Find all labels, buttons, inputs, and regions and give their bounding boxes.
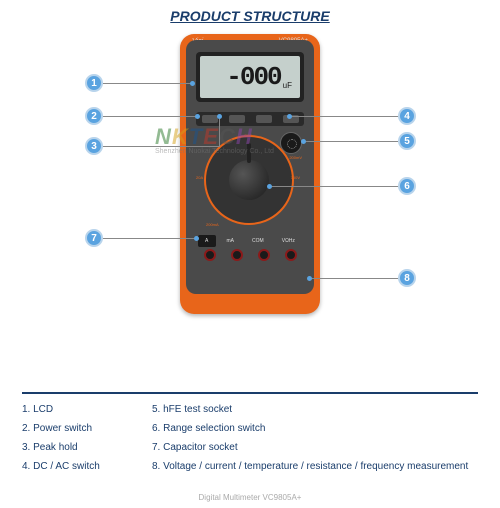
terminals [196,244,304,266]
dial-pointer [247,143,251,163]
dial-knob [229,160,269,200]
callout-7-dot [194,236,199,241]
legend: 1. LCD 5. hFE test socket 2. Power switc… [22,392,478,476]
terminal-a [204,249,216,261]
inner-panel: -000 uF OFF 200mV 750V 20A 200mA [186,40,314,294]
callout-3-line [103,146,220,147]
legend-item-8: 8. Voltage / current / temperature / res… [152,457,472,476]
callout-7: 7 [85,229,103,247]
lcd-frame: -000 uF [196,52,304,102]
callout-1-dot [190,81,195,86]
callout-8: 8 [398,269,416,287]
callout-2: 2 [85,107,103,125]
callout-6-dot [267,184,272,189]
power-button [202,115,218,123]
terminal-com [258,249,270,261]
terminal-ma [231,249,243,261]
callout-2-dot [195,114,200,119]
legend-item-7: 7. Capacitor socket [152,438,472,457]
lcd-reading: -000 [226,62,280,92]
diagram-area: Vici VC9805A+ -000 uF OFF 200mV [0,29,500,399]
lcd-screen: -000 uF [200,56,300,98]
callout-4-line [290,116,398,117]
peak-button [229,115,245,123]
callout-1: 1 [85,74,103,92]
terminal-vohz [285,249,297,261]
footer-caption: Digital Multimeter VC9805A+ [0,493,500,502]
multimeter-body: Vici VC9805A+ -000 uF OFF 200mV [180,34,320,314]
callout-4-dot [287,114,292,119]
legend-item-5: 5. hFE test socket [152,400,472,419]
legend-item-3: 3. Peak hold [22,438,152,457]
legend-item-2: 2. Power switch [22,419,152,438]
callout-8-line [310,278,398,279]
callout-5-line [304,141,398,142]
callout-7-line [103,238,195,239]
callout-1-line [103,83,191,84]
legend-item-4: 4. DC / AC switch [22,457,152,476]
callout-5: 5 [398,132,416,150]
legend-item-1: 1. LCD [22,400,152,419]
dcac-button [256,115,272,123]
callout-4: 4 [398,107,416,125]
dial-area: OFF 200mV 750V 20A 200mA [204,135,294,225]
callout-3: 3 [85,137,103,155]
callout-3-dot [217,114,222,119]
callout-6: 6 [398,177,416,195]
legend-divider [22,392,478,394]
legend-item-6: 6. Range selection switch [152,419,472,438]
callout-6-line [270,186,398,187]
page-title: PRODUCT STRUCTURE [0,8,500,24]
callout-2-line [103,116,196,117]
lcd-unit: uF [283,81,292,90]
callout-5-dot [301,139,306,144]
callout-3-line2 [219,117,220,147]
callout-8-dot [307,276,312,281]
